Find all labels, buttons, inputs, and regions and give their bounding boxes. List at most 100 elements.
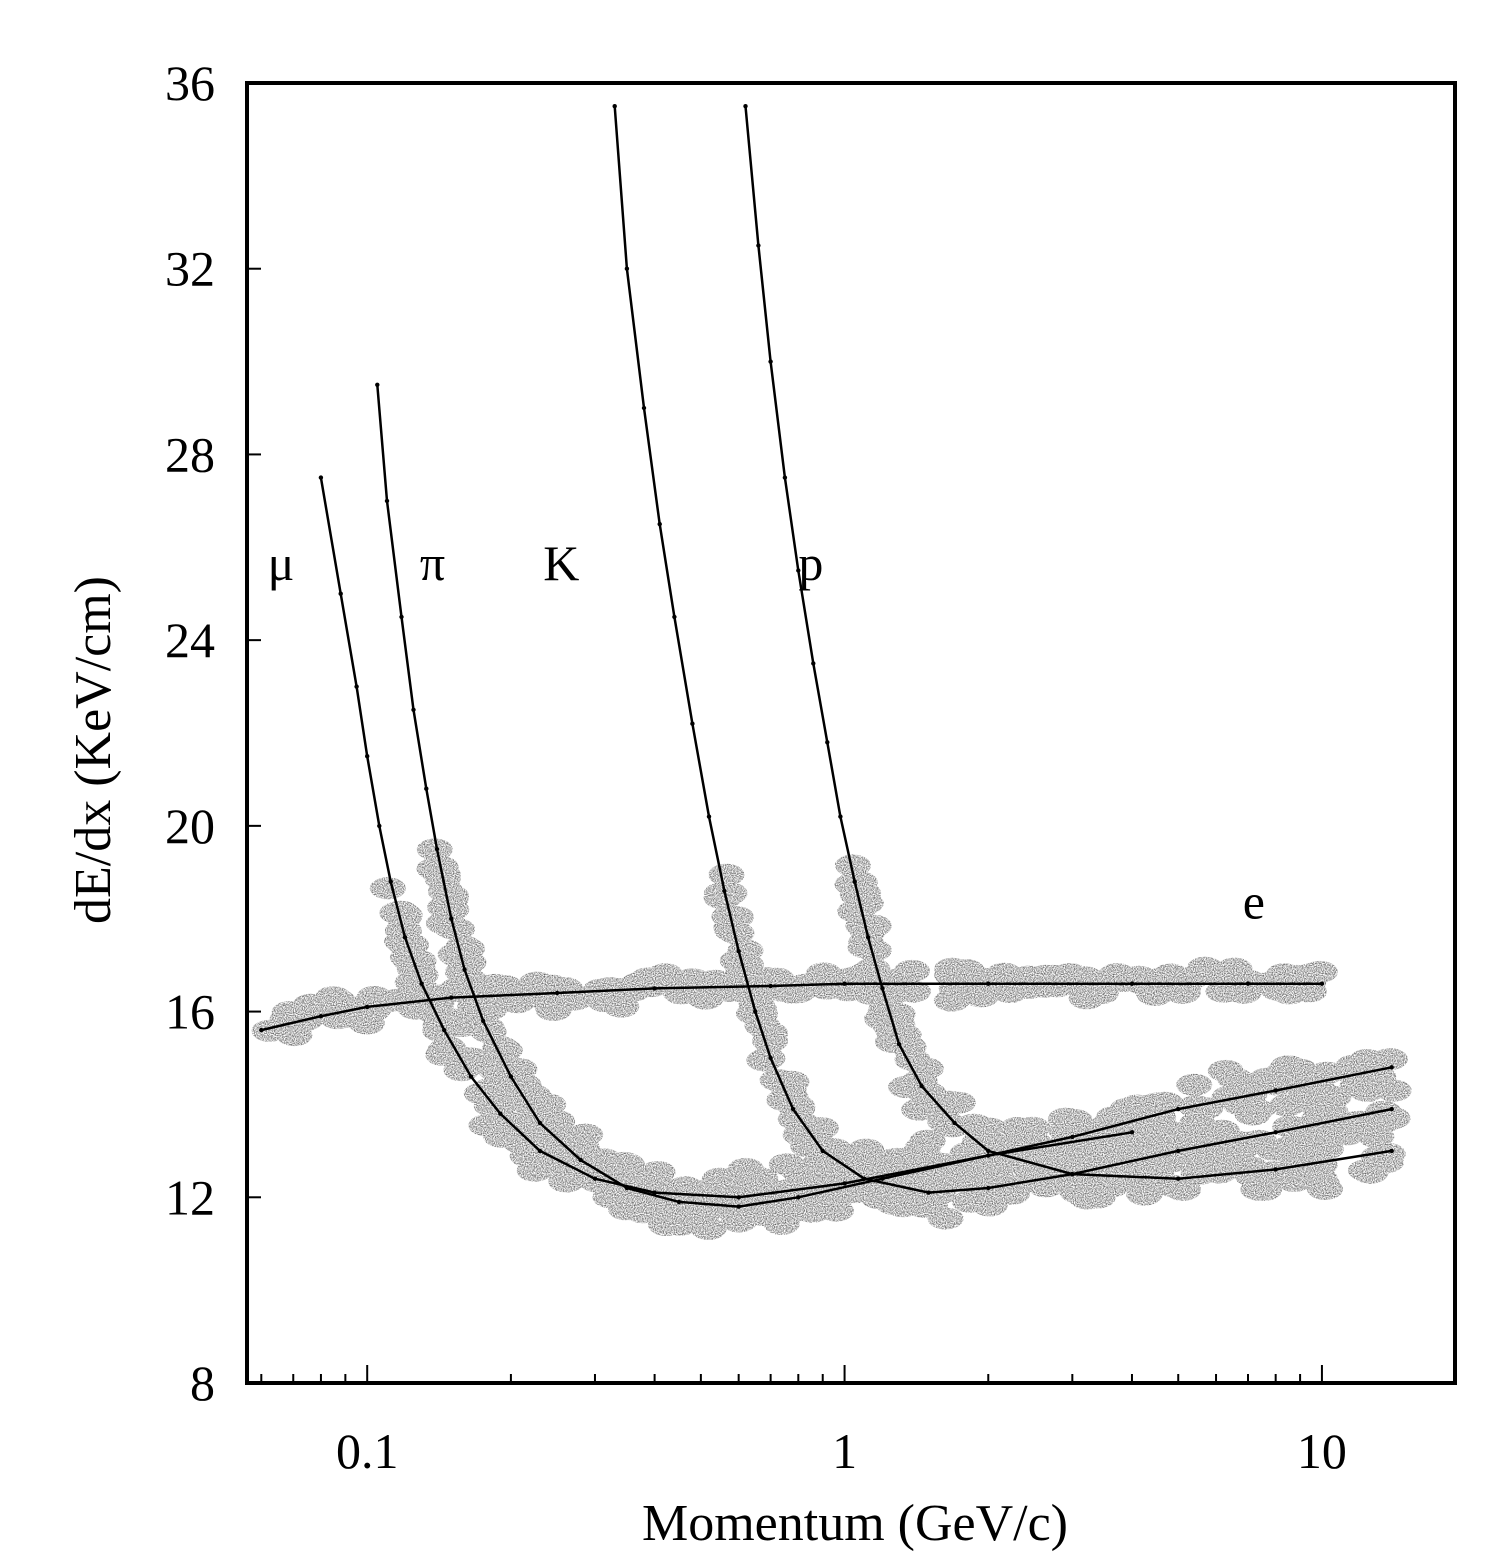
series-4-cloud: [1010, 976, 1047, 999]
series-0-cloud: [425, 1043, 462, 1066]
series-2-point: [768, 1055, 773, 1061]
series-2-point: [624, 266, 630, 271]
series-1-cloud: [450, 951, 487, 974]
series-2-point: [1389, 1106, 1394, 1112]
series-4-cloud: [1290, 980, 1327, 1003]
series-2-cloud: [1349, 1079, 1385, 1102]
series-3-point: [1273, 1167, 1278, 1172]
band-label: K: [543, 535, 579, 591]
series-1-cloud: [1371, 1048, 1408, 1071]
series-1-point: [796, 1195, 801, 1200]
series-3-point: [796, 568, 801, 573]
series-1-point: [1389, 1065, 1394, 1070]
series-0-point: [365, 754, 370, 759]
series-3-cloud: [1276, 1143, 1313, 1166]
series-3-point: [811, 661, 816, 666]
series-1-cloud: [763, 1212, 800, 1235]
series-1-cloud: [1217, 1067, 1253, 1090]
series-4-point: [1319, 981, 1325, 986]
series-2-point: [1176, 1148, 1181, 1154]
series-1-cloud: [683, 1207, 720, 1230]
series-1-point: [986, 1153, 991, 1158]
y-tick-label: 16: [165, 984, 215, 1040]
series-1-cloud: [1266, 1060, 1303, 1083]
series-4-cloud: [872, 975, 909, 998]
x-tick-label: 0.1: [336, 1423, 399, 1479]
series-3-point: [880, 986, 885, 991]
series-0-point: [377, 823, 382, 829]
series-2-cloud: [741, 998, 778, 1021]
series-1-cloud: [433, 884, 469, 907]
series-1-cloud: [567, 1123, 604, 1146]
series-4-point: [449, 995, 454, 1000]
x-tick-label: 1: [832, 1423, 857, 1479]
series-1-cloud: [530, 1093, 567, 1116]
series-0-cloud: [548, 1170, 585, 1193]
series-3-cloud: [1069, 1187, 1106, 1210]
series-2-point: [706, 814, 712, 819]
series-2-cloud: [1181, 1117, 1218, 1140]
series-3-cloud: [834, 873, 871, 896]
series-0-point: [388, 879, 393, 884]
series-0-point: [468, 1074, 474, 1079]
series-4-cloud: [934, 963, 970, 986]
band-label: π: [420, 535, 445, 591]
series-1-cloud: [566, 1142, 603, 1165]
series-0-point: [652, 1190, 657, 1195]
series-2-cloud: [852, 1158, 889, 1181]
series-4-cloud: [586, 990, 623, 1013]
series-2-cloud: [752, 1030, 789, 1053]
series-2-point: [722, 888, 727, 894]
series-2-point: [820, 1148, 825, 1154]
series-1-cloud: [430, 913, 467, 936]
series-0-point: [736, 1195, 741, 1200]
series-2-cloud: [971, 1194, 1008, 1217]
series-4-cloud: [1135, 982, 1172, 1004]
series-1-cloud: [608, 1153, 645, 1176]
series-0-point: [402, 935, 408, 940]
series-4: [259, 981, 1325, 1033]
series-3-cloud: [990, 1151, 1026, 1174]
series-4-cloud: [1164, 981, 1201, 1004]
x-axis: 0.1 1 10: [260, 1365, 1347, 1479]
series-4-point: [652, 986, 657, 991]
series-1-point: [578, 1157, 583, 1163]
x-tick-label: 10: [1297, 1423, 1347, 1479]
y-tick-label: 8: [190, 1355, 215, 1411]
series-1-line: [376, 384, 1392, 1208]
y-axis: 8 12 16 20 24 28 32 36: [165, 55, 261, 1411]
series-4-cloud: [668, 981, 705, 1004]
series-4-cloud: [838, 965, 875, 988]
y-tick-label: 28: [165, 426, 215, 482]
series-2: [612, 104, 1394, 1195]
series-0-point: [592, 1176, 598, 1181]
series-3-cloud: [1107, 1169, 1144, 1191]
series-3-point: [743, 104, 748, 109]
series-3-cloud: [890, 1035, 927, 1058]
series-3-point: [825, 740, 830, 745]
series-2-point: [657, 521, 662, 527]
series-0-point: [354, 684, 359, 689]
series-2-cloud: [779, 1097, 815, 1120]
series-1-point: [462, 967, 467, 972]
band-label: μ: [268, 535, 295, 591]
series-4-point: [259, 1027, 264, 1033]
series-2-line: [613, 106, 1392, 1194]
series-2-point: [753, 1009, 758, 1014]
series-1-cloud: [1268, 1094, 1305, 1117]
series-3-point: [782, 475, 788, 480]
series-0-point: [1129, 1130, 1135, 1135]
series-3: [743, 104, 1394, 1181]
series-2-cloud: [703, 887, 740, 909]
series-2-cloud: [749, 1047, 786, 1070]
series-3-cloud: [834, 854, 871, 877]
series-3-point: [986, 1148, 991, 1154]
series-3-point: [852, 879, 857, 884]
series-3-line: [744, 106, 1392, 1180]
series-4-cloud: [894, 959, 930, 982]
series-1-point: [1273, 1088, 1278, 1093]
series-1: [375, 382, 1394, 1209]
series-4-cloud: [439, 978, 476, 1001]
series-1-point: [424, 786, 429, 791]
